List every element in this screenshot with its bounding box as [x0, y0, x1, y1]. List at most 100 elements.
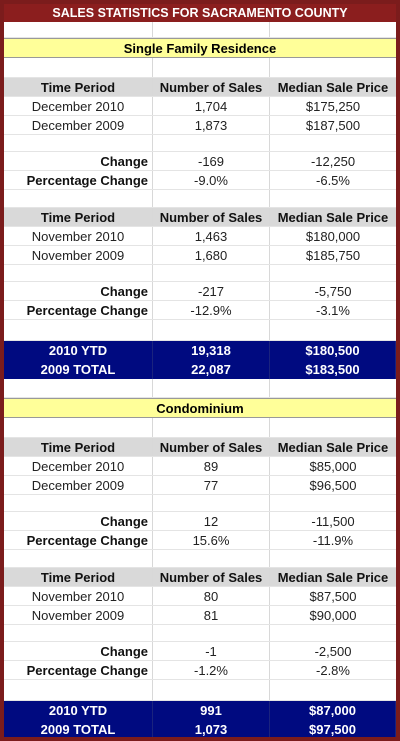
cell: 1,873 — [153, 116, 270, 134]
cell: -169 — [153, 152, 270, 170]
cell: -12,250 — [310, 153, 356, 169]
blank-row — [4, 495, 396, 512]
cell: -1 — [153, 642, 270, 660]
cell: 2009 TOTAL — [4, 360, 153, 379]
cell: Median Sale Price — [277, 79, 389, 95]
pct-row: Percentage Change -12.9% -3.1% — [4, 301, 396, 320]
cell: Change — [4, 282, 153, 300]
cell: December 2010 — [4, 457, 153, 475]
header-row: Time Period Number of Sales Median Sale Pr… — [4, 208, 396, 227]
cell: Time Period — [4, 78, 153, 96]
blank-row — [4, 320, 396, 341]
header-row: Time Period Number of Sales Median Sale Pr… — [4, 78, 396, 97]
cell: -11.9% — [312, 532, 354, 548]
cell: $90,000 — [309, 607, 357, 623]
total-row: 2009 TOTAL 22,087 $183,500 — [4, 360, 396, 379]
cell: $87,000 — [270, 701, 396, 720]
cell: 15.6% — [153, 531, 270, 549]
cell: Median Sale Price — [277, 569, 389, 585]
cell: December 2009 — [4, 116, 153, 134]
cell: -1.2% — [153, 661, 270, 679]
cell: November 2010 — [4, 587, 153, 605]
cell: 12 — [153, 512, 270, 530]
section-header: Condominium — [4, 398, 396, 418]
cell: -2,500 — [314, 643, 352, 659]
cell: $183,500 — [270, 360, 396, 379]
cell: Median Sale Price — [277, 439, 389, 455]
total-row: 2010 YTD 19,318 $180,500 — [4, 341, 396, 360]
cell: Number of Sales — [153, 78, 270, 96]
header-row: Time Period Number of Sales Median Sale Pr… — [4, 438, 396, 457]
cell: 1,680 — [153, 246, 270, 264]
cell: 81 — [153, 606, 270, 624]
pct-row: Percentage Change 15.6% -11.9% — [4, 531, 396, 550]
cell: Percentage Change — [4, 171, 153, 189]
cell: Number of Sales — [153, 438, 270, 456]
cell: -2.8% — [316, 662, 350, 678]
cell: -217 — [153, 282, 270, 300]
cell: Number of Sales — [153, 208, 270, 226]
cell: $180,000 — [305, 228, 361, 244]
change-row: Change 12 -11,500 — [4, 512, 396, 531]
cell: -6.5% — [316, 172, 350, 188]
cell: Number of Sales — [153, 568, 270, 586]
blank-row — [4, 625, 396, 642]
section-header: Single Family Residence — [4, 38, 396, 58]
cell: 1,073 — [153, 720, 270, 737]
change-row: Change -1 -2,500 — [4, 642, 396, 661]
cell: December 2009 — [4, 476, 153, 494]
cell: $180,500 — [270, 341, 396, 360]
blank-row — [4, 58, 396, 78]
blank-row — [4, 22, 396, 38]
blank-row — [4, 379, 396, 398]
cell: Change — [4, 512, 153, 530]
cell: 2010 YTD — [4, 701, 153, 720]
cell: $185,750 — [305, 247, 361, 263]
data-row: December 2009 1,873 $187,500 — [4, 116, 396, 135]
cell: -12.9% — [153, 301, 270, 319]
cell: $97,500 — [270, 720, 396, 737]
total-row: 2009 TOTAL 1,073 $97,500 — [4, 720, 396, 737]
blank-row — [4, 135, 396, 152]
cell: $87,500 — [309, 588, 357, 604]
cell: Percentage Change — [4, 661, 153, 679]
data-row: November 2009 81 $90,000 — [4, 606, 396, 625]
data-row: December 2009 77 $96,500 — [4, 476, 396, 495]
data-row: December 2010 1,704 $175,250 — [4, 97, 396, 116]
cell: -11,500 — [311, 513, 355, 529]
cell: Median Sale Price — [277, 209, 389, 225]
cell: Time Period — [4, 208, 153, 226]
cell: 2009 TOTAL — [4, 720, 153, 737]
total-row: 2010 YTD 991 $87,000 — [4, 701, 396, 720]
cell: November 2010 — [4, 227, 153, 245]
cell: -5,750 — [314, 283, 352, 299]
cell: November 2009 — [4, 246, 153, 264]
cell: Percentage Change — [4, 301, 153, 319]
cell: November 2009 — [4, 606, 153, 624]
data-row: December 2010 89 $85,000 — [4, 457, 396, 476]
cell: Percentage Change — [4, 531, 153, 549]
data-row: November 2009 1,680 $185,750 — [4, 246, 396, 265]
cell: 80 — [153, 587, 270, 605]
blank-row — [4, 418, 396, 438]
cell: $96,500 — [309, 477, 357, 493]
data-row: November 2010 80 $87,500 — [4, 587, 396, 606]
blank-row — [4, 550, 396, 568]
pct-row: Percentage Change -1.2% -2.8% — [4, 661, 396, 680]
blank-row — [4, 265, 396, 282]
change-row: Change -169 -12,250 — [4, 152, 396, 171]
cell: December 2010 — [4, 97, 153, 115]
title-bar: SALES STATISTICS FOR SACRAMENTO COUNTY — [4, 4, 396, 22]
cell: 991 — [153, 701, 270, 720]
pct-row: Percentage Change -9.0% -6.5% — [4, 171, 396, 190]
cell: Time Period — [4, 438, 153, 456]
cell: 89 — [153, 457, 270, 475]
cell: 22,087 — [153, 360, 270, 379]
cell: $187,500 — [305, 117, 361, 133]
cell: Change — [4, 642, 153, 660]
cell: -9.0% — [153, 171, 270, 189]
cell: Change — [4, 152, 153, 170]
data-row: November 2010 1,463 $180,000 — [4, 227, 396, 246]
cell: Time Period — [4, 568, 153, 586]
